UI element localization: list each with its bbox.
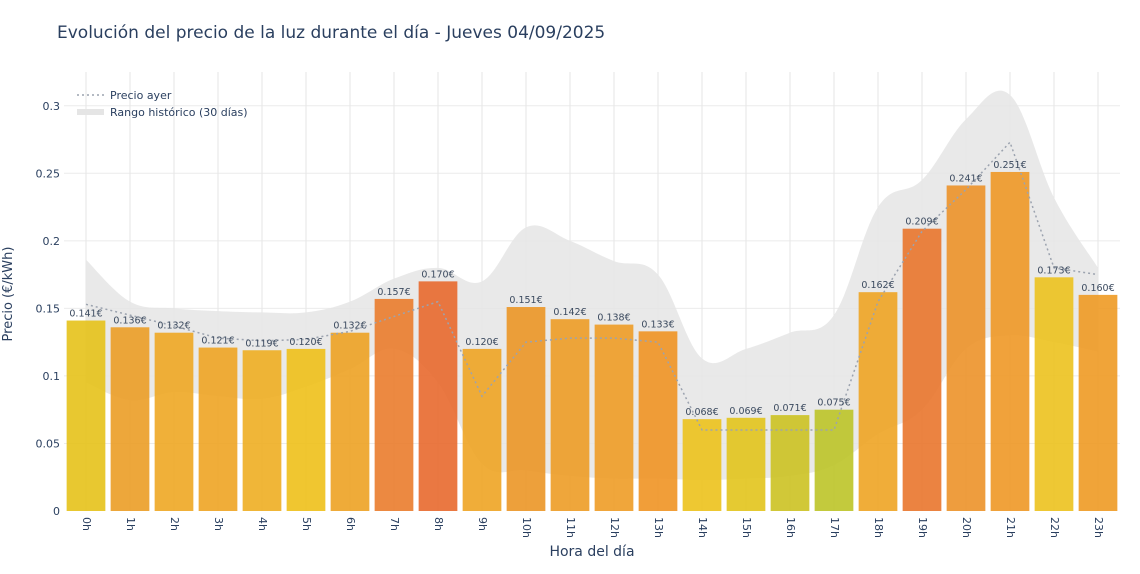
price-bar (1078, 294, 1118, 511)
x-tick-label: 21h (1004, 517, 1017, 538)
range-layer (86, 90, 1098, 480)
price-bar (330, 332, 370, 511)
price-bar (902, 228, 942, 512)
x-tick-label: 15h (740, 517, 753, 538)
bar-value-label: 0.241€ (949, 173, 982, 184)
x-tick-label: 2h (168, 517, 181, 531)
price-bar (550, 319, 590, 511)
bar-value-label: 0.132€ (333, 321, 366, 332)
price-bar (946, 185, 986, 512)
historical-range-band (86, 90, 1098, 480)
bar-value-label: 0.132€ (157, 321, 190, 332)
y-tick-label: 0.2 (43, 235, 61, 248)
bar-value-label: 0.138€ (597, 313, 630, 324)
x-tick-label: 4h (256, 517, 269, 531)
bar-layer (66, 171, 1118, 512)
bar-value-label: 0.173€ (1037, 265, 1070, 276)
bar-value-label: 0.068€ (685, 407, 718, 418)
price-bar (814, 409, 854, 511)
bar-value-label: 0.160€ (1081, 283, 1114, 294)
bar-value-label: 0.142€ (553, 307, 586, 318)
x-tick-label: 23h (1092, 517, 1105, 538)
bar-value-label: 0.120€ (289, 337, 322, 348)
price-bar (66, 320, 106, 511)
x-tick-label: 20h (960, 517, 973, 538)
bar-value-label: 0.209€ (905, 217, 938, 228)
y-tick-label: 0.15 (36, 302, 61, 315)
price-bar (638, 331, 678, 511)
x-tick-label: 18h (872, 517, 885, 538)
x-axis-title: Hora del día (549, 544, 634, 560)
x-tick-label: 14h (696, 517, 709, 538)
bar-value-label: 0.121€ (201, 336, 234, 347)
x-tick-label: 3h (212, 517, 225, 531)
x-tick-label: 0h (80, 517, 93, 531)
bar-value-label: 0.151€ (509, 295, 542, 306)
tick-layer: 0 0.05 0.1 0.15 0.2 0.25 0.3 0h 1h 2h 3h 4h 5h 6h 7h 8h… (36, 100, 1106, 538)
x-tick-label: 10h (520, 517, 533, 538)
price-bar (418, 281, 458, 511)
bar-value-label: 0.119€ (245, 338, 278, 349)
x-tick-label: 11h (564, 517, 577, 538)
bar-value-label: 0.136€ (113, 315, 146, 326)
bar-value-label: 0.120€ (465, 337, 498, 348)
price-bar (1034, 277, 1074, 511)
price-bar (990, 171, 1030, 512)
price-bar (682, 419, 722, 511)
x-tick-label: 9h (476, 517, 489, 531)
label-layer: 0.141€ 0.136€ 0.132€ 0.121€ 0.119€ 0.120€ 0.13… (69, 160, 1114, 418)
x-tick-label: 13h (652, 517, 665, 538)
bar-value-label: 0.071€ (773, 403, 806, 414)
price-bar (110, 327, 150, 511)
x-tick-label: 5h (300, 517, 313, 531)
price-bar (858, 292, 898, 511)
price-bar (462, 348, 502, 511)
x-tick-label: 12h (608, 517, 621, 538)
legend-line-label: Precio ayer (110, 89, 172, 102)
chart-title: Evolución del precio de la luz durante e… (57, 23, 605, 43)
bar-value-label: 0.069€ (729, 406, 762, 417)
x-tick-label: 8h (432, 517, 445, 531)
bar-value-label: 0.162€ (861, 280, 894, 291)
price-bar (286, 348, 326, 511)
y-tick-label: 0.1 (43, 370, 61, 383)
x-tick-label: 22h (1048, 517, 1061, 538)
legend: Precio ayer Rango histórico (30 días) (77, 89, 248, 119)
y-tick-label: 0.3 (43, 100, 61, 113)
x-tick-label: 7h (388, 517, 401, 531)
x-tick-label: 16h (784, 517, 797, 538)
bar-value-label: 0.133€ (641, 319, 674, 330)
price-bar (770, 415, 810, 511)
bar-value-label: 0.075€ (817, 398, 850, 409)
x-tick-label: 6h (344, 517, 357, 531)
bar-value-label: 0.141€ (69, 309, 102, 320)
bar-value-label: 0.157€ (377, 287, 410, 298)
price-bar (242, 350, 282, 511)
price-bar (154, 332, 194, 511)
y-tick-label: 0.25 (36, 167, 61, 180)
price-bar (506, 307, 546, 511)
y-tick-label: 0.05 (36, 437, 61, 450)
bar-value-label: 0.251€ (993, 160, 1026, 171)
y-axis-title: Precio (€/kWh) (1, 247, 16, 342)
price-bar (594, 324, 634, 511)
price-bar (198, 347, 238, 511)
y-tick-label: 0 (53, 505, 60, 518)
x-tick-label: 17h (828, 517, 841, 538)
price-bar (726, 417, 766, 511)
price-bar (374, 298, 414, 511)
legend-range-label: Rango histórico (30 días) (110, 106, 248, 119)
x-tick-label: 1h (124, 517, 137, 531)
legend-range-swatch (77, 109, 104, 115)
x-tick-label: 19h (916, 517, 929, 538)
bar-value-label: 0.170€ (421, 269, 454, 280)
